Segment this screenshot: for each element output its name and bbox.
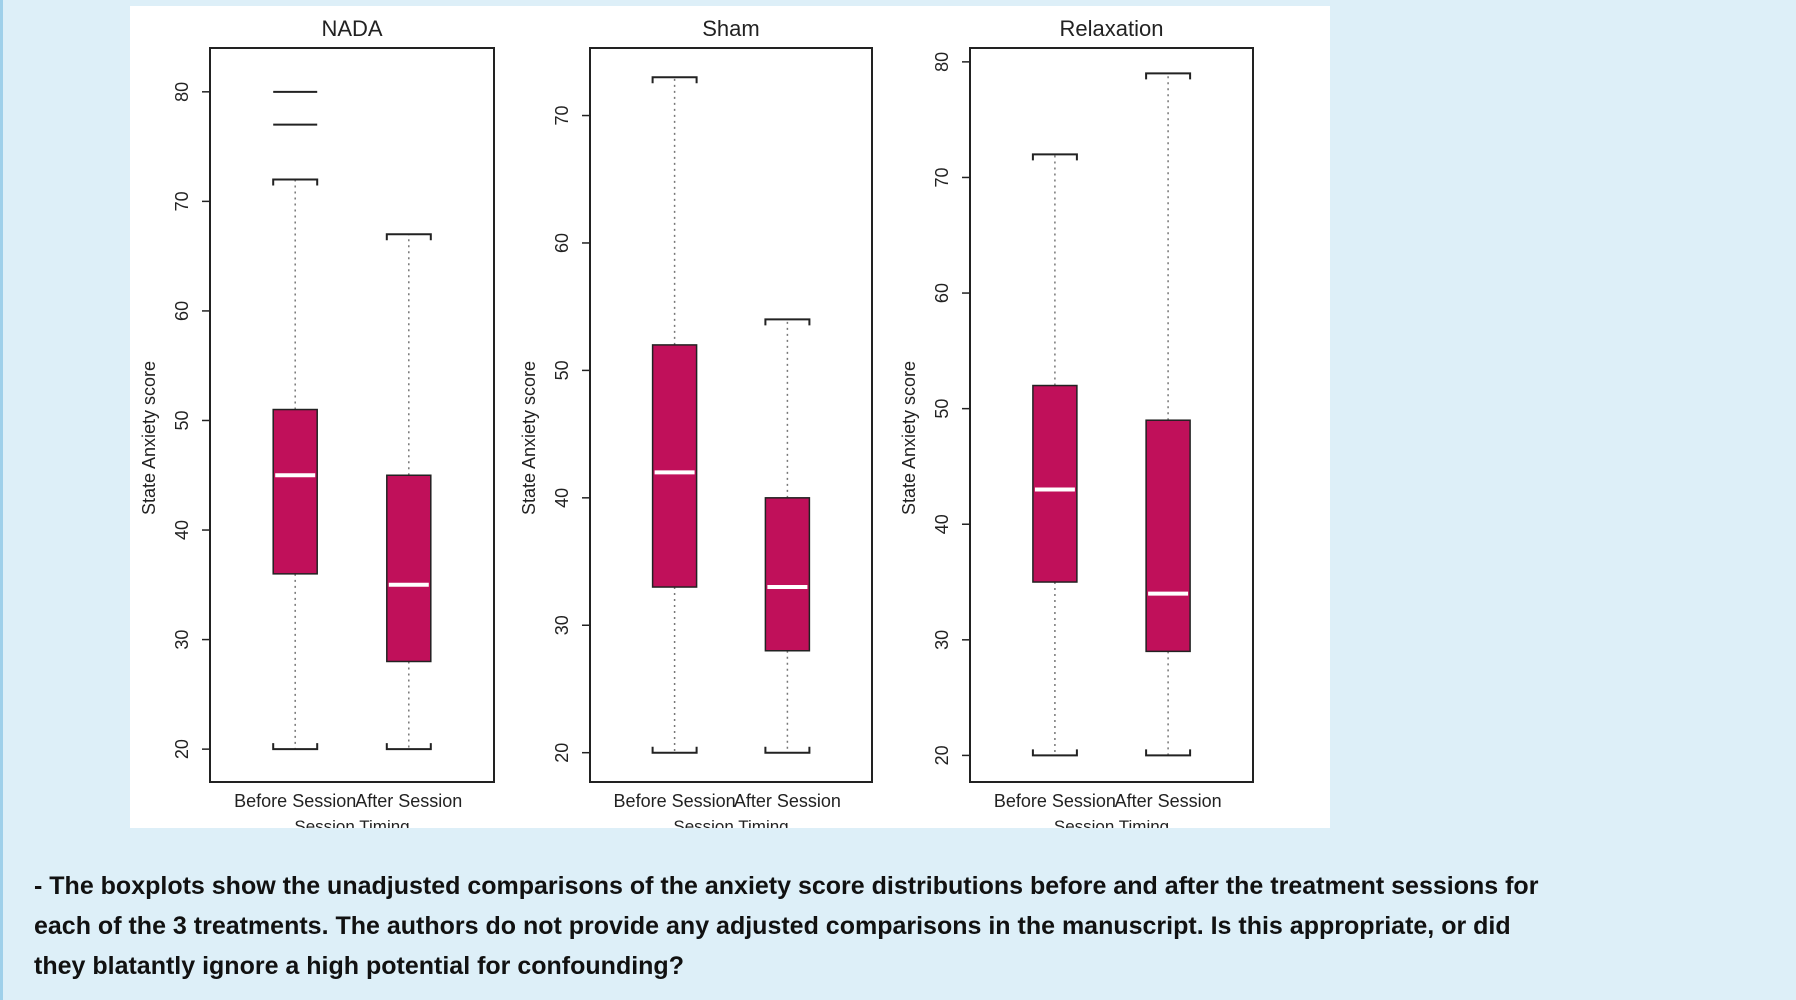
x-category-label: Before Session: [614, 791, 736, 811]
box-1: [1031, 153, 1078, 757]
x-category-label: After Session: [355, 791, 462, 811]
y-tick-label: 20: [172, 739, 192, 759]
caption-line-2: each of the 3 treatments. The authors do…: [34, 912, 1511, 940]
panel-title: Relaxation: [1060, 16, 1164, 41]
box-1: [651, 76, 698, 754]
x-category-label: After Session: [734, 791, 841, 811]
caption-line-3: they blatantly ignore a high potential f…: [34, 952, 684, 980]
max-cap: [1145, 72, 1192, 80]
box-2: [385, 233, 432, 751]
max-cap: [651, 76, 698, 84]
iqr-box: [272, 408, 318, 575]
max-cap: [1031, 153, 1078, 161]
boxplot-chart-svg: NADA 20 30 40 50 60 70 80 State Anxiety score Bef…: [139, 16, 1254, 828]
y-tick-label: 70: [552, 106, 572, 126]
min-cap: [1145, 749, 1192, 757]
max-cap: [272, 178, 319, 186]
y-axis-label: State Anxiety score: [519, 361, 539, 515]
y-tick-label: 60: [552, 233, 572, 253]
min-cap: [1031, 749, 1078, 757]
y-tick-label: 40: [552, 488, 572, 508]
min-cap: [272, 743, 319, 751]
y-tick-label: 40: [932, 514, 952, 534]
panel-2: Sham 20 30 40 50 60 70 State Anxiety score Befor…: [519, 16, 873, 828]
left-accent-rule: [0, 0, 3, 1000]
plot-frame: [589, 47, 873, 783]
y-tick-label: 60: [172, 301, 192, 321]
iqr-box: [1145, 419, 1191, 653]
y-tick-label: 60: [932, 283, 952, 303]
x-axis-label: Session Timing: [673, 817, 788, 828]
iqr-box: [651, 344, 698, 588]
y-tick-label: 80: [932, 52, 952, 72]
x-category-label: After Session: [1115, 791, 1222, 811]
y-tick-label: 50: [172, 410, 192, 430]
y-tick-label: 20: [552, 743, 572, 763]
y-axis-label: State Anxiety score: [139, 361, 159, 515]
x-axis-label: Session Timing: [1054, 817, 1169, 828]
y-tick-label: 30: [932, 630, 952, 650]
y-tick-label: 70: [172, 191, 192, 211]
plot-frame: [209, 47, 495, 783]
panel-1: NADA 20 30 40 50 60 70 80 State Anxiety score Bef…: [139, 16, 495, 828]
y-tick-label: 30: [552, 615, 572, 635]
iqr-box: [764, 497, 811, 652]
iqr-box: [386, 474, 432, 663]
x-category-label: Before Session: [994, 791, 1116, 811]
box-1: [272, 90, 319, 751]
boxplot-figure: NADA 20 30 40 50 60 70 80 State Anxiety score Bef…: [130, 6, 1330, 828]
box-2: [1145, 72, 1192, 757]
y-tick-label: 20: [932, 745, 952, 765]
min-cap: [764, 746, 811, 754]
question-caption: - The boxplots show the unadjusted compa…: [34, 866, 1734, 986]
max-cap: [385, 233, 432, 241]
caption-line-1: - The boxplots show the unadjusted compa…: [34, 872, 1539, 900]
y-tick-label: 50: [932, 399, 952, 419]
y-tick-label: 40: [172, 520, 192, 540]
max-cap: [764, 318, 811, 326]
x-axis-label: Session Timing: [294, 817, 409, 828]
min-cap: [385, 743, 432, 751]
x-category-label: Before Session: [234, 791, 356, 811]
y-tick-label: 80: [172, 82, 192, 102]
panel-title: Sham: [702, 16, 759, 41]
y-axis-label: State Anxiety score: [899, 361, 919, 515]
plot-frame: [969, 47, 1254, 783]
y-tick-label: 50: [552, 360, 572, 380]
iqr-box: [1032, 384, 1078, 583]
box-2: [764, 318, 811, 754]
panel-title: NADA: [321, 16, 382, 41]
panel-3: Relaxation 20 30 40 50 60 70 80 State Anxiety sc…: [899, 16, 1254, 828]
y-tick-label: 70: [932, 167, 952, 187]
y-tick-label: 30: [172, 630, 192, 650]
min-cap: [651, 746, 698, 754]
